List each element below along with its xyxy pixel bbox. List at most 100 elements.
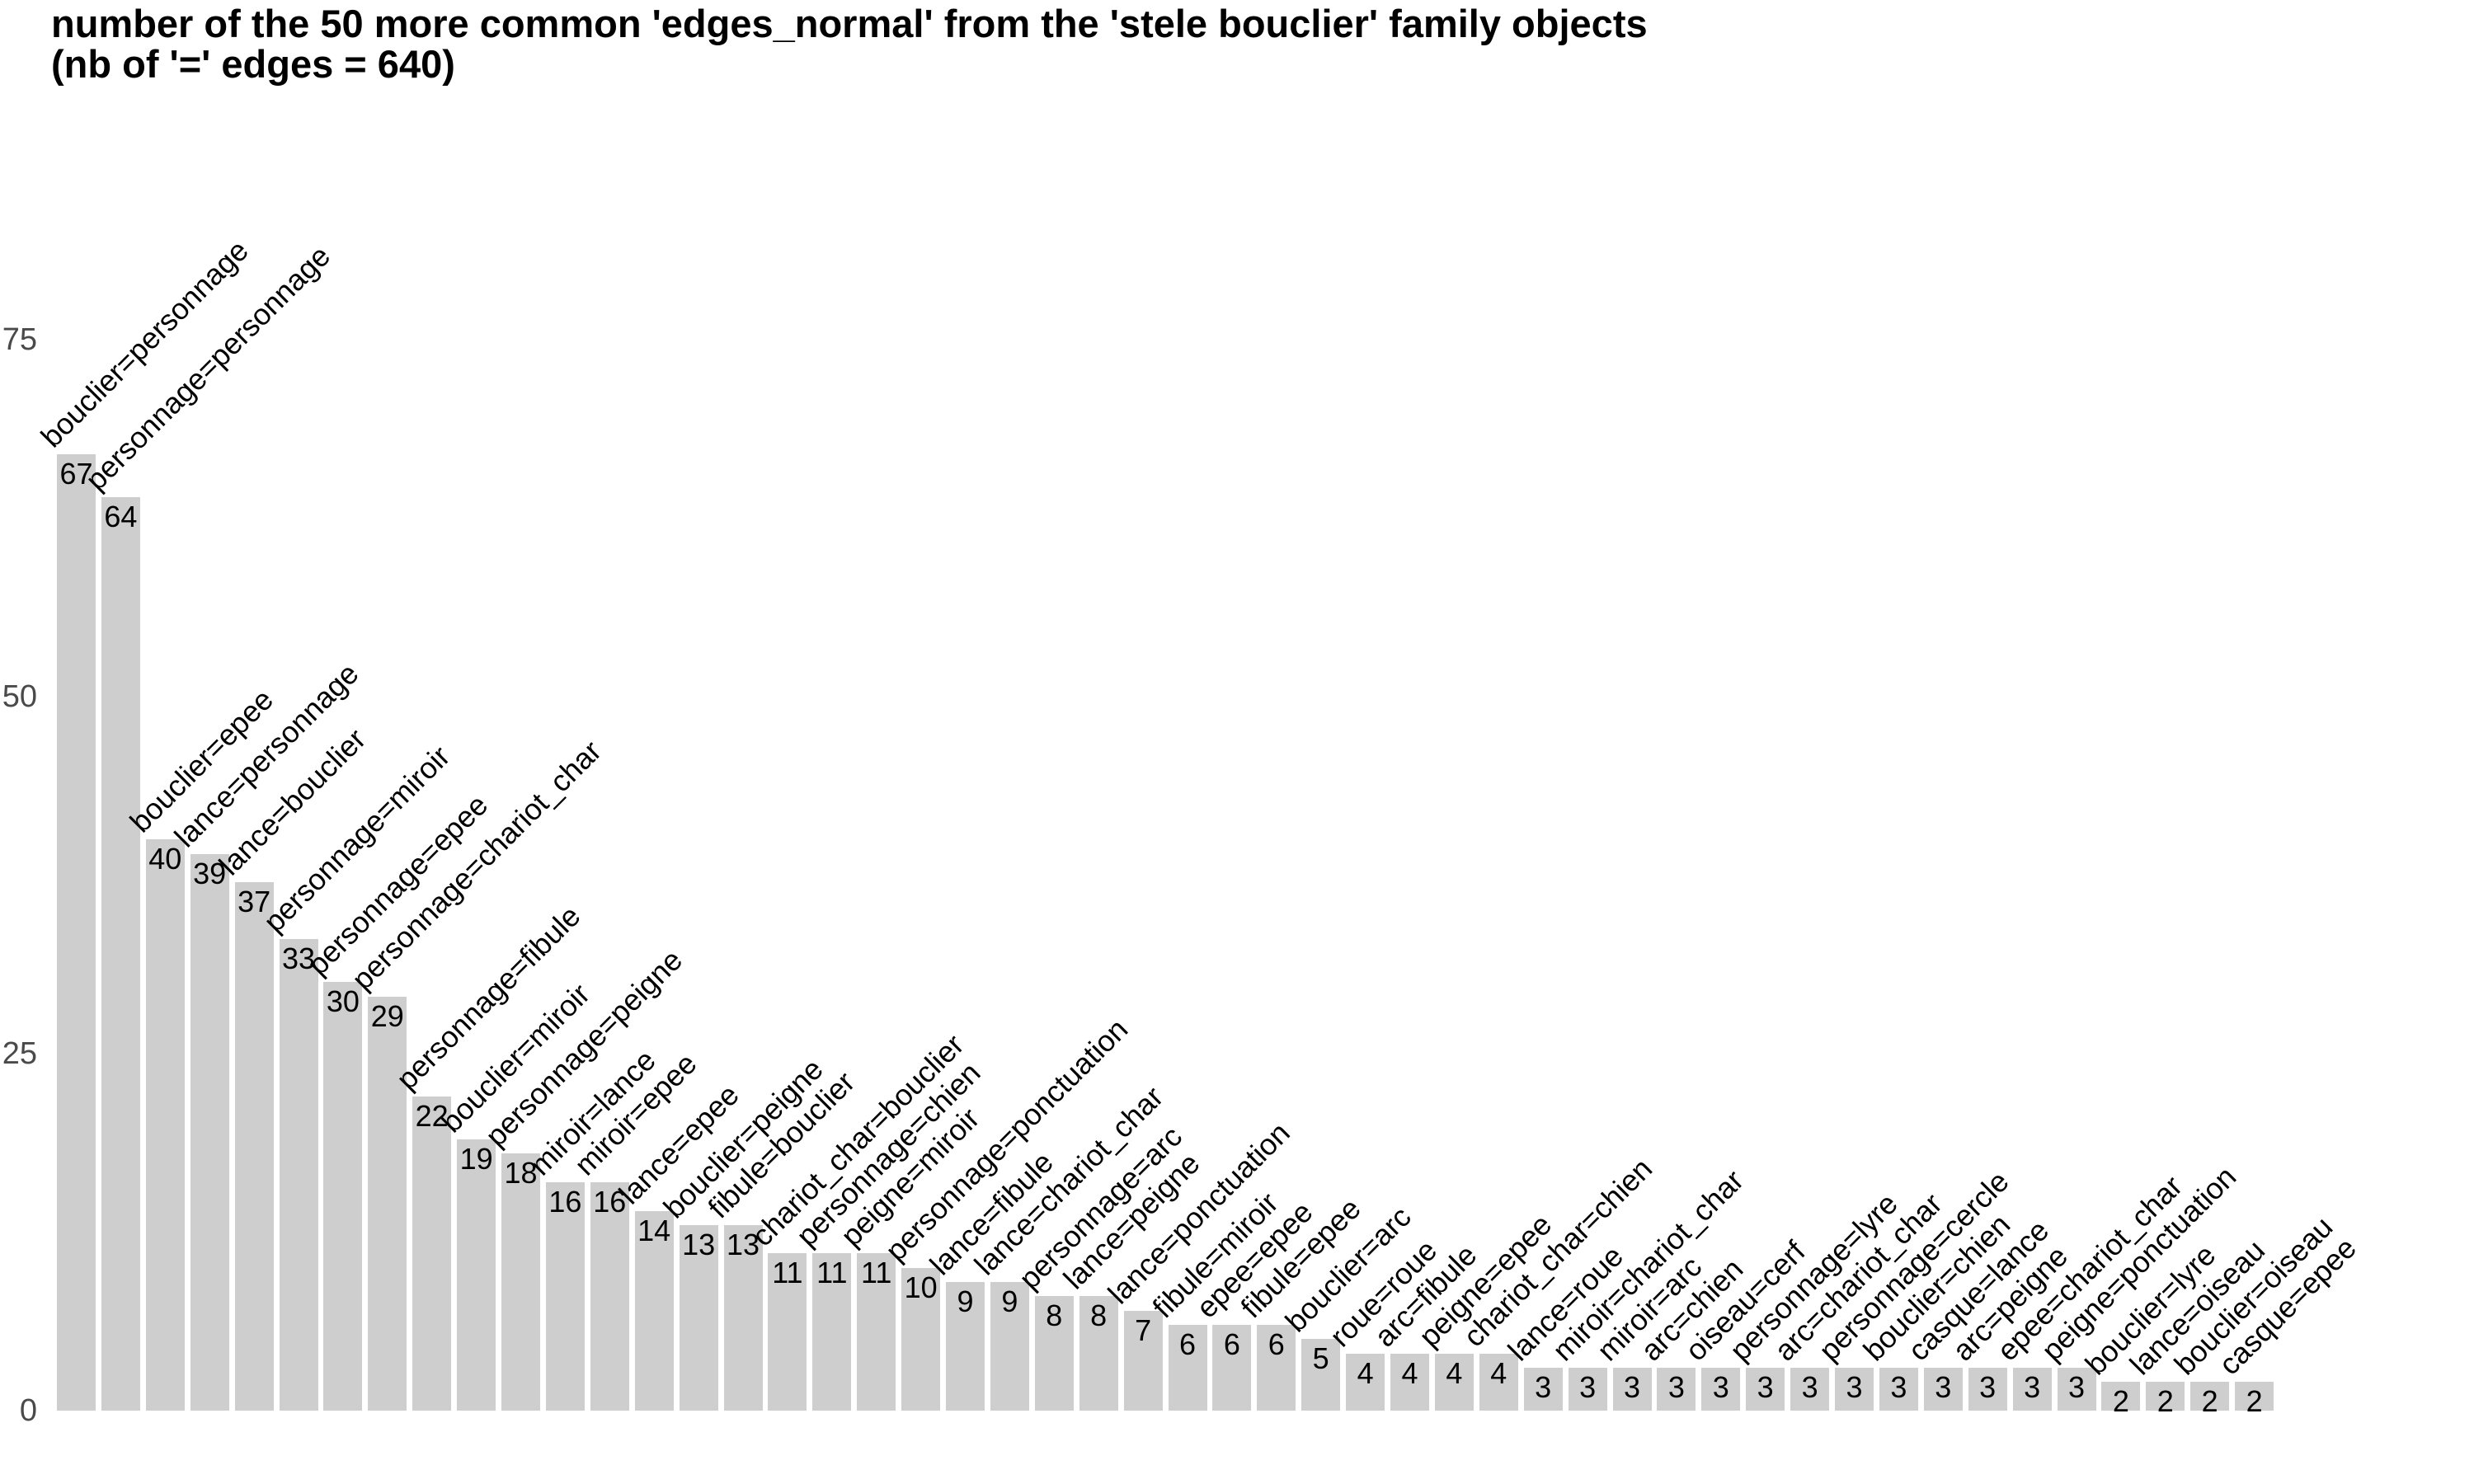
bar-value-label: 6 xyxy=(1223,1327,1240,1362)
bar xyxy=(1568,1368,1607,1411)
bar-value-label: 64 xyxy=(104,499,138,533)
bar xyxy=(768,1253,807,1411)
bar xyxy=(1835,1368,1874,1411)
bar-value-label: 2 xyxy=(2112,1384,2129,1419)
bar xyxy=(1879,1368,1918,1411)
bar xyxy=(368,996,407,1411)
bar xyxy=(1390,1353,1429,1411)
chart-title: number of the 50 more common 'edges_norm… xyxy=(51,3,1648,84)
bar xyxy=(457,1139,496,1411)
y-axis-tick-label: 75 xyxy=(2,322,37,357)
bar-value-label: 11 xyxy=(816,1256,848,1290)
bar-value-label: 4 xyxy=(1357,1355,1374,1390)
bar-value-label: 30 xyxy=(326,984,360,1019)
y-axis-tick-label: 25 xyxy=(2,1036,37,1071)
bar xyxy=(1079,1296,1118,1411)
bar-value-label: 6 xyxy=(1178,1327,1197,1362)
bar-value-label: 3 xyxy=(1757,1370,1774,1405)
bar-value-label: 22 xyxy=(415,1098,449,1133)
bar-value-label: 3 xyxy=(1623,1370,1641,1405)
bar xyxy=(1479,1353,1518,1411)
bar xyxy=(634,1210,674,1411)
bar-value-label: 2 xyxy=(2246,1384,2263,1419)
bar-value-label: 67 xyxy=(59,456,93,491)
bar-value-label: 11 xyxy=(861,1256,892,1290)
bar-value-label: 3 xyxy=(1890,1370,1907,1405)
bar-value-label: 3 xyxy=(1935,1370,1952,1405)
bar-value-label: 16 xyxy=(548,1184,582,1219)
bar-value-label: 2 xyxy=(2201,1384,2218,1419)
bar-value-label: 6 xyxy=(1268,1327,1285,1362)
bar-value-label: 16 xyxy=(593,1184,627,1219)
bar-value-label: 13 xyxy=(726,1227,760,1261)
bar xyxy=(1212,1325,1252,1411)
bar xyxy=(412,1096,452,1411)
bar xyxy=(1034,1296,1074,1411)
bar-value-label: 11 xyxy=(772,1256,803,1290)
bar xyxy=(1257,1325,1296,1411)
bar-value-label: 3 xyxy=(1667,1370,1685,1405)
bar-value-label: 3 xyxy=(2024,1370,2041,1405)
bar-value-label: 3 xyxy=(1579,1370,1597,1405)
bar xyxy=(723,1224,763,1411)
bar xyxy=(901,1267,941,1411)
bar-value-label: 3 xyxy=(1535,1370,1552,1405)
bar-value-label: 29 xyxy=(370,998,404,1033)
bar xyxy=(1301,1339,1341,1411)
bar xyxy=(145,839,185,1411)
bar-value-label: 4 xyxy=(1401,1355,1418,1390)
bar-value-label: 8 xyxy=(1046,1298,1063,1333)
bar xyxy=(2012,1368,2052,1411)
bar-value-label: 19 xyxy=(459,1141,493,1176)
bar xyxy=(234,882,274,1411)
bar-value-label: 39 xyxy=(193,856,227,890)
bar-value-label: 4 xyxy=(1490,1355,1507,1390)
bar xyxy=(857,1253,896,1411)
bar-value-label: 14 xyxy=(637,1213,671,1247)
y-axis-tick-label: 50 xyxy=(2,679,37,714)
bar xyxy=(2057,1368,2096,1411)
bar-value-label: 2 xyxy=(2157,1384,2174,1419)
bar-value-label: 18 xyxy=(504,1156,538,1190)
chart-title-line2: (nb of '=' edges = 640) xyxy=(51,42,455,86)
bar-value-label: 3 xyxy=(1846,1370,1863,1405)
bar xyxy=(1612,1368,1652,1411)
bar xyxy=(2190,1382,2230,1411)
bar xyxy=(101,496,140,1411)
bar xyxy=(812,1253,852,1411)
bar xyxy=(1523,1368,1563,1411)
bar-value-label: 4 xyxy=(1446,1355,1463,1390)
bar-value-label: 33 xyxy=(281,942,316,976)
bar xyxy=(501,1153,540,1411)
bar xyxy=(1346,1353,1385,1411)
chart-title-line1: number of the 50 more common 'edges_norm… xyxy=(51,2,1648,45)
bar-value-label: 7 xyxy=(1135,1313,1152,1347)
bar xyxy=(1968,1368,2007,1411)
bar-value-label: 9 xyxy=(957,1284,974,1319)
bar-value-label: 9 xyxy=(1001,1284,1018,1319)
bar xyxy=(946,1282,985,1411)
bar-value-label: 13 xyxy=(682,1227,716,1261)
bar-value-label: 5 xyxy=(1312,1341,1329,1376)
bar-category-label: personnage=chariot_char xyxy=(345,733,609,997)
bar xyxy=(1790,1368,1830,1411)
bar xyxy=(57,453,96,1411)
bar xyxy=(590,1181,629,1411)
bar xyxy=(190,853,229,1411)
bar xyxy=(2235,1382,2274,1411)
bar-value-label: 3 xyxy=(1979,1370,1997,1405)
bar xyxy=(1123,1310,1163,1411)
bar xyxy=(679,1224,718,1411)
bar xyxy=(279,939,318,1411)
bar xyxy=(1657,1368,1696,1411)
bar xyxy=(990,1282,1029,1411)
bar xyxy=(2101,1382,2141,1411)
bar xyxy=(1434,1353,1474,1411)
bar xyxy=(323,982,363,1411)
bar-value-label: 10 xyxy=(904,1270,938,1304)
bar-value-label: 37 xyxy=(238,885,271,919)
bar xyxy=(1746,1368,1785,1411)
y-axis-tick-label: 0 xyxy=(19,1393,37,1428)
bar-value-label: 3 xyxy=(1712,1370,1729,1405)
